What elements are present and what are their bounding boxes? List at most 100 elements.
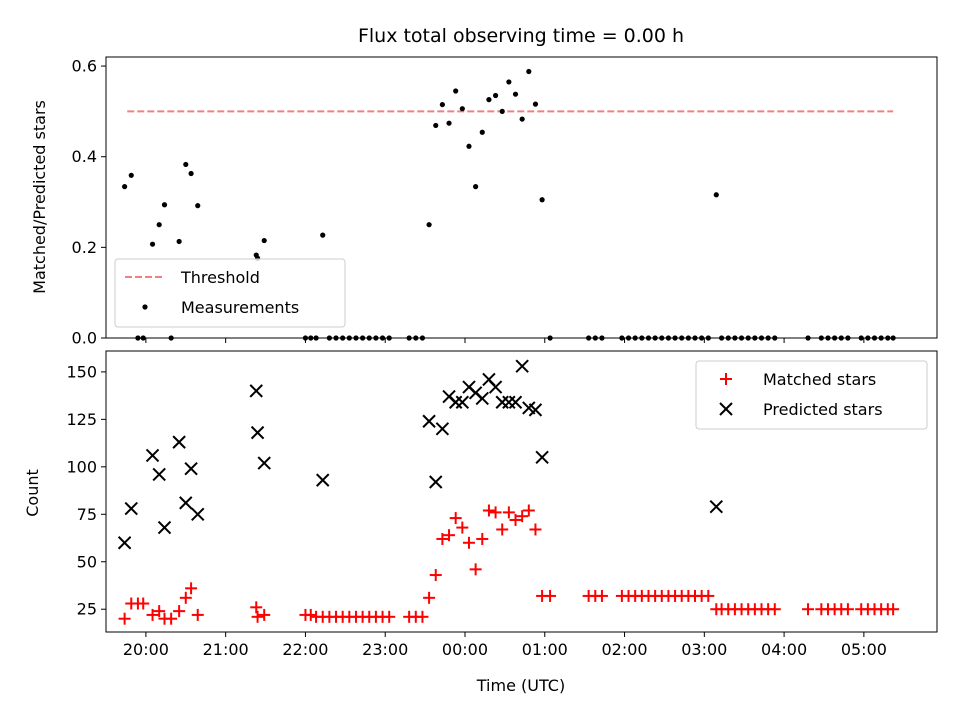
matched-star-point: [516, 510, 529, 523]
matched-star-point: [482, 504, 495, 517]
legend-predicted-swatch: [719, 402, 733, 416]
legend-threshold-label: Threshold: [180, 268, 260, 287]
matched-star-point: [544, 589, 557, 602]
x-tick-label: 01:00: [522, 640, 568, 659]
predicted-star-point: [495, 395, 509, 409]
legend-predicted-marker: [719, 402, 733, 416]
matched-star-point: [476, 532, 489, 545]
measurement-point: [433, 122, 439, 129]
measurement-point: [188, 170, 194, 177]
matched-star-point: [802, 603, 815, 616]
count-y-ticks: 25 50 75 100 125 150: [66, 362, 106, 619]
count-legend-box: [695, 360, 928, 430]
matched-star-point: [456, 521, 469, 534]
count-axes-frame: [105, 350, 938, 633]
legend-predicted-label: Predicted stars: [763, 400, 883, 419]
predicted-star-point: [152, 467, 166, 482]
ratio-y-ticks: 0.0 0.2 0.4 0.6: [72, 57, 106, 348]
measurement-point: [183, 161, 189, 168]
ratio-y-tick-label: 0.6: [72, 57, 97, 76]
ratio-panel: 0.0 0.2 0.4 0.6 Matched/Predicted stars Thr…: [30, 56, 938, 348]
measurement-point: [122, 184, 128, 190]
count-y-tick-label: 100: [66, 457, 97, 476]
predicted-star-point: [528, 403, 543, 417]
x-tick-label: 02:00: [601, 640, 647, 659]
matched-star-point: [595, 589, 608, 602]
matched-star-point: [768, 603, 781, 616]
matched-star-point: [251, 610, 264, 623]
ratio-x-ticks: [145, 338, 865, 343]
predicted-star-point: [709, 499, 723, 514]
count-y-axis-label: Count: [23, 469, 42, 517]
predicted-star-point: [191, 507, 205, 521]
matched-star-point: [137, 597, 150, 610]
measurement-point: [156, 222, 162, 228]
measurement-point: [426, 222, 432, 228]
measurement-point: [195, 203, 201, 209]
measurement-point: [539, 197, 545, 203]
ratio-marks: [122, 68, 896, 341]
matched-star-point: [416, 610, 429, 623]
matched-star-point: [250, 601, 263, 614]
count-y-tick-label: 125: [66, 410, 97, 429]
matched-star-point: [383, 610, 396, 623]
x-tick-label: 21:00: [203, 640, 249, 659]
count-y-tick-label: 150: [66, 362, 97, 381]
matched-star-point: [304, 608, 317, 621]
predicted-star-point: [535, 450, 549, 465]
matched-star-point: [153, 605, 166, 618]
count-y-tick-label: 25: [77, 600, 97, 619]
predicted-star-point: [117, 536, 132, 550]
count-y-tick-label: 50: [77, 552, 97, 571]
matched-star-point: [469, 563, 482, 576]
count-x-ticks: 20:00 21:00 22:00 23:00 00:00 01:00 02:00 03:00…: [123, 632, 887, 659]
matched-star-point: [146, 608, 159, 621]
predicted-star-point: [184, 462, 198, 476]
measurement-point: [453, 88, 459, 94]
measurement-point: [128, 172, 134, 178]
matched-star-point: [436, 532, 449, 545]
matched-star-point: [429, 569, 442, 582]
matched-star-point: [496, 523, 509, 536]
x-axis-label: Time (UTC): [476, 676, 565, 695]
legend-measurements-label: Measurements: [181, 298, 299, 317]
measurement-point: [512, 91, 519, 97]
matched-star-point: [702, 589, 715, 602]
measurement-point: [499, 108, 505, 114]
measurement-point: [479, 129, 485, 135]
count-panel: 20:00 21:00 22:00 23:00 00:00 01:00 02:00 03:00…: [23, 350, 938, 695]
matched-star-point: [502, 506, 515, 519]
predicted-star-point: [515, 359, 529, 373]
predicted-star-point: [508, 395, 523, 409]
measurement-point: [532, 101, 539, 107]
matched-star-point: [522, 504, 535, 517]
matched-star-point: [258, 608, 271, 621]
matched-star-point: [173, 605, 186, 618]
measurement-point: [519, 116, 525, 122]
matched-star-point: [509, 513, 522, 526]
x-tick-label: 20:00: [123, 640, 169, 659]
predicted-star-point: [422, 414, 436, 428]
x-tick-label: 04:00: [761, 640, 807, 659]
predicted-star-point: [124, 501, 138, 516]
measurement-point: [149, 241, 156, 247]
matched-star-point: [449, 512, 462, 525]
predicted-star-point: [448, 395, 463, 409]
matched-star-point: [489, 506, 502, 519]
measurement-point: [176, 238, 182, 245]
matched-star-point: [841, 603, 854, 616]
measurement-point: [161, 202, 168, 208]
predicted-star-point: [249, 384, 263, 398]
x-tick-label: 00:00: [442, 640, 488, 659]
matched-star-point: [887, 603, 900, 616]
matched-star-point: [529, 523, 542, 536]
measurement-point: [713, 192, 719, 198]
predicted-star-point: [257, 456, 271, 470]
measurement-point: [526, 68, 532, 75]
legend-matched-marker: [720, 373, 732, 385]
predicted-star-point: [145, 448, 160, 463]
measurement-point: [446, 120, 452, 126]
predicted-star-point: [455, 395, 470, 409]
predicted-star-point: [475, 391, 489, 406]
measurement-point: [466, 143, 472, 149]
